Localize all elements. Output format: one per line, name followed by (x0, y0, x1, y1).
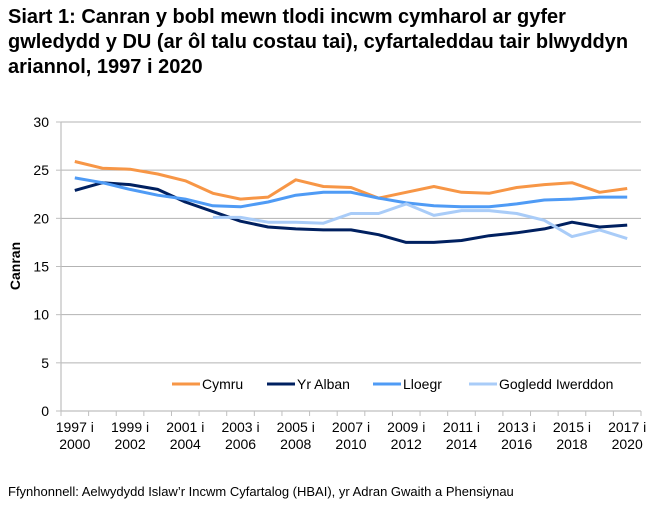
x-tick-label: 1997 i 2000 (56, 419, 94, 452)
source-note: Ffynhonnell: Aelwydydd Islaw’r Incwm Cyf… (8, 484, 514, 499)
x-tick-label: 2007 i 2010 (332, 419, 370, 452)
series-lines (74, 160, 628, 244)
series-line-lloegr (74, 176, 628, 209)
chart-title: Siart 1: Canran y bobl mewn tlodi incwm … (8, 6, 629, 78)
x-tick-label: 2017 i 2020 (608, 419, 646, 452)
y-tick-label: 10 (33, 307, 49, 323)
legend-label: Yr Alban (297, 376, 350, 392)
y-axis-label: Canran (7, 242, 23, 290)
x-tick-label: 2011 i 2014 (443, 419, 480, 452)
legend-label: Lloegr (403, 376, 442, 392)
x-tick-label: 2001 i 2004 (166, 419, 204, 452)
axes: 0 5 10 15 20 25 30 1997 i 2000 1999 i 2002 2001 i 20… (33, 114, 646, 452)
series-line-cymru (74, 160, 628, 201)
x-tick-label: 2005 i 2008 (277, 419, 315, 452)
y-tick-label: 15 (33, 259, 49, 275)
x-tick-label: 1999 i 2002 (111, 419, 149, 452)
y-tick-label: 0 (41, 403, 49, 419)
legend-label: Cymru (202, 376, 243, 392)
series-line-yr-alban (74, 181, 628, 244)
x-tick-label: 2013 i 2016 (498, 419, 536, 452)
x-tick-label: 2015 i 2018 (553, 419, 591, 452)
y-tick-label: 5 (41, 355, 49, 371)
y-tick-label: 20 (33, 210, 49, 226)
legend: Cymru Yr Alban Lloegr Gogledd Iwerddon (172, 376, 613, 392)
series-line-gogledd-iwerddon (212, 202, 628, 241)
x-tick-label: 2003 i 2006 (221, 419, 259, 452)
y-tick-label: 25 (33, 162, 49, 178)
legend-label: Gogledd Iwerddon (499, 376, 613, 392)
gridlines (61, 121, 641, 364)
x-tick-label: 2009 i 2012 (387, 419, 425, 452)
y-tick-label: 30 (33, 114, 49, 130)
